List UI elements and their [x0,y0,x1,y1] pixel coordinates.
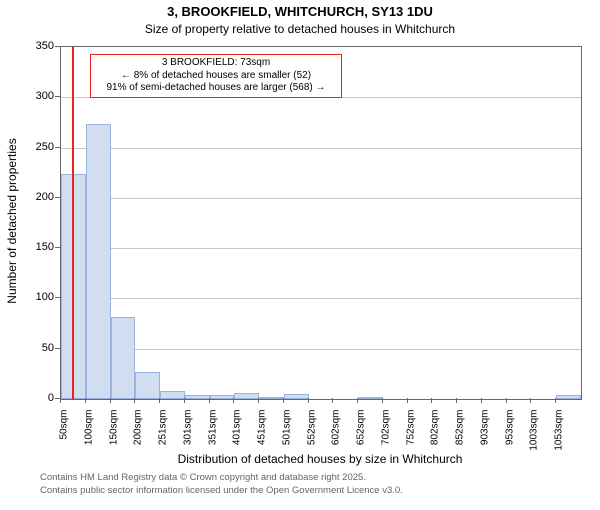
gridline-h [61,349,581,350]
y-tick-label: 250 [22,141,54,153]
x-tick [407,398,408,403]
x-tick-label: 301sqm [182,410,193,510]
x-tick [308,398,309,403]
x-tick [283,398,284,403]
histogram-bar [86,124,111,399]
x-tick-label: 953sqm [504,410,515,510]
y-tick-label: 300 [22,90,54,102]
y-tick-label: 50 [22,342,54,354]
x-tick-label: 1053sqm [554,410,565,510]
x-tick-label: 852sqm [455,410,466,510]
histogram-bar [556,395,581,399]
histogram-bar [160,391,185,399]
x-tick-label: 752sqm [405,410,416,510]
x-tick-label: 903sqm [479,410,490,510]
x-tick [481,398,482,403]
histogram-bar [185,395,210,399]
plot-area [60,46,582,400]
y-tick [55,96,60,97]
x-tick [233,398,234,403]
marker-line [72,47,74,399]
x-tick [85,398,86,403]
histogram-bar [111,317,136,399]
x-tick-label: 1003sqm [529,410,540,510]
x-tick [357,398,358,403]
annotation-box: 3 BROOKFIELD: 73sqm ← 8% of detached hou… [90,54,342,98]
annotation-line-2: ← 8% of detached houses are smaller (52) [95,70,337,83]
x-tick [110,398,111,403]
x-tick [431,398,432,403]
chart-title: 3, BROOKFIELD, WHITCHURCH, SY13 1DU [0,4,600,19]
histogram-bar [284,394,309,399]
x-tick [530,398,531,403]
chart-container: { "chart": { "type": "histogram", "title… [0,0,600,500]
annotation-line-3: 91% of semi-detached houses are larger (… [95,82,337,95]
y-tick [55,297,60,298]
y-tick [55,46,60,47]
gridline-h [61,148,581,149]
y-tick-label: 200 [22,191,54,203]
x-tick [60,398,61,403]
histogram-bar [210,395,235,399]
histogram-bar [259,397,284,399]
gridline-h [61,248,581,249]
y-tick [55,147,60,148]
histogram-bar [234,393,259,399]
x-tick-label: 200sqm [133,410,144,510]
gridline-h [61,298,581,299]
y-tick-label: 350 [22,40,54,52]
y-tick-label: 100 [22,291,54,303]
x-tick [159,398,160,403]
x-tick-label: 552sqm [306,410,317,510]
x-tick-label: 401sqm [232,410,243,510]
x-tick [456,398,457,403]
gridline-h [61,198,581,199]
x-tick-label: 652sqm [356,410,367,510]
x-tick [184,398,185,403]
x-tick-label: 501sqm [281,410,292,510]
y-tick-label: 0 [22,392,54,404]
x-tick [258,398,259,403]
x-tick [209,398,210,403]
x-tick-label: 451sqm [257,410,268,510]
x-tick-label: 702sqm [380,410,391,510]
histogram-bar [135,372,160,399]
x-tick [506,398,507,403]
y-tick [55,348,60,349]
x-tick-label: 351sqm [207,410,218,510]
chart-subtitle: Size of property relative to detached ho… [0,22,600,36]
x-tick [134,398,135,403]
x-tick-label: 50sqm [59,410,70,510]
y-tick-label: 150 [22,241,54,253]
annotation-line-1: 3 BROOKFIELD: 73sqm [95,57,337,70]
x-tick-label: 100sqm [83,410,94,510]
x-tick-label: 150sqm [108,410,119,510]
x-tick-label: 802sqm [430,410,441,510]
x-tick-label: 251sqm [158,410,169,510]
histogram-bar [358,397,383,399]
y-tick [55,197,60,198]
x-tick-label: 602sqm [331,410,342,510]
x-tick [555,398,556,403]
x-tick [332,398,333,403]
x-tick [382,398,383,403]
y-tick [55,247,60,248]
y-axis-label: Number of detached properties [5,121,19,321]
